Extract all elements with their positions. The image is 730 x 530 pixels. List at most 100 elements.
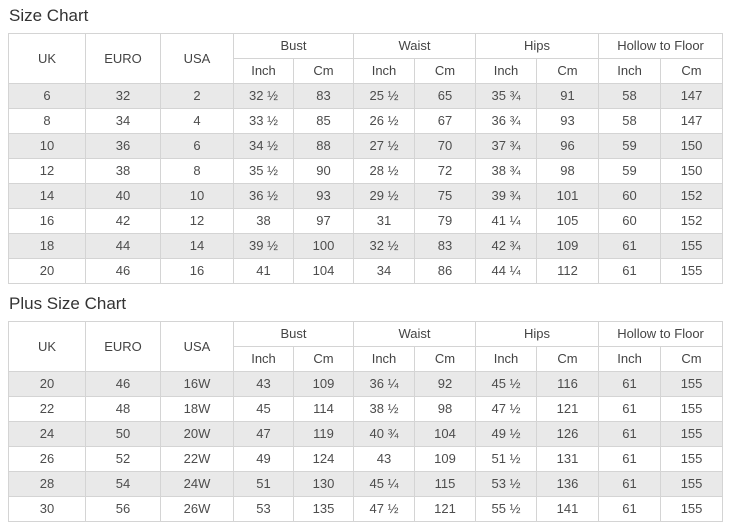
unit-column-header: Inch bbox=[475, 58, 538, 84]
table-cell: 58 bbox=[598, 108, 662, 134]
table-cell: 155 bbox=[660, 496, 724, 522]
table-cell: 18 bbox=[8, 233, 86, 259]
table-cell: 131 bbox=[536, 446, 600, 472]
table-cell: 72 bbox=[414, 158, 477, 184]
table-cell: 52 bbox=[85, 446, 161, 472]
table-cell: 126 bbox=[536, 421, 600, 447]
table-cell: 92 bbox=[414, 371, 477, 397]
table-cell: 10 bbox=[160, 183, 234, 209]
measure-group-header: Hollow to Floor bbox=[598, 321, 724, 347]
measure-group-header: Waist bbox=[353, 33, 477, 59]
table-cell: 18W bbox=[160, 396, 234, 422]
table-cell: 39 ¾ bbox=[475, 183, 538, 209]
size-column-header: EURO bbox=[85, 33, 161, 84]
header-group-row: UK EURO USA Bust Waist Hips Hollow to Floor bbox=[8, 33, 724, 84]
table-cell: 67 bbox=[414, 108, 477, 134]
table-cell: 119 bbox=[292, 421, 355, 447]
unit-column-header: Inch bbox=[353, 58, 416, 84]
table-cell: 36 bbox=[85, 133, 161, 159]
table-cell: 20 bbox=[8, 371, 86, 397]
table-cell: 53 bbox=[233, 496, 294, 522]
table-cell: 2 bbox=[160, 83, 234, 109]
unit-column-header: Cm bbox=[414, 58, 477, 84]
table-cell: 35 ¾ bbox=[475, 83, 538, 109]
size-column-header: UK bbox=[8, 33, 86, 84]
table-cell: 25 ½ bbox=[353, 83, 416, 109]
table-cell: 75 bbox=[414, 183, 477, 209]
table-cell: 34 ½ bbox=[233, 133, 294, 159]
table-cell: 49 ½ bbox=[475, 421, 538, 447]
unit-column-header: Cm bbox=[660, 58, 724, 84]
table-cell: 65 bbox=[414, 83, 477, 109]
table-cell: 152 bbox=[660, 208, 724, 234]
table-row: 20 46 16W 43 109 36 ¼ 92 45 ½ 116 61 155 bbox=[8, 371, 724, 397]
table-cell: 96 bbox=[536, 133, 600, 159]
table-cell: 100 bbox=[292, 233, 355, 259]
table-cell: 60 bbox=[598, 208, 662, 234]
table-cell: 12 bbox=[8, 158, 86, 184]
table-cell: 150 bbox=[660, 158, 724, 184]
table-cell: 46 bbox=[85, 371, 161, 397]
table-cell: 98 bbox=[414, 396, 477, 422]
table-cell: 130 bbox=[292, 471, 355, 497]
table-cell: 43 bbox=[233, 371, 294, 397]
table-cell: 114 bbox=[292, 396, 355, 422]
size-column-header: UK bbox=[8, 321, 86, 372]
table-cell: 155 bbox=[660, 446, 724, 472]
table-cell: 29 ½ bbox=[353, 183, 416, 209]
table-cell: 20 bbox=[8, 258, 86, 284]
unit-column-header: Inch bbox=[598, 346, 662, 372]
table-cell: 16 bbox=[160, 258, 234, 284]
plus-size-chart-table-body: 20 46 16W 43 109 36 ¼ 92 45 ½ 116 61 155 22 48 18W 45 1… bbox=[8, 371, 724, 522]
plus-size-chart-table-header: UK EURO USA Bust Waist Hips Hollow to Floor Inc… bbox=[8, 321, 724, 372]
table-cell: 24 bbox=[8, 421, 86, 447]
table-row: 14 40 10 36 ½ 93 29 ½ 75 39 ¾ 101 60 152 bbox=[8, 183, 724, 209]
table-cell: 60 bbox=[598, 183, 662, 209]
unit-column-header: Inch bbox=[475, 346, 538, 372]
table-cell: 59 bbox=[598, 133, 662, 159]
table-cell: 26 bbox=[8, 446, 86, 472]
measure-group-header: Bust bbox=[232, 33, 355, 59]
table-cell: 90 bbox=[292, 158, 355, 184]
measure-group-header: Hollow to Floor bbox=[598, 33, 724, 59]
table-cell: 56 bbox=[85, 496, 161, 522]
table-cell: 61 bbox=[598, 371, 662, 397]
table-cell: 42 bbox=[85, 208, 161, 234]
table-cell: 135 bbox=[292, 496, 355, 522]
table-cell: 6 bbox=[8, 83, 86, 109]
table-cell: 34 bbox=[353, 258, 416, 284]
table-cell: 88 bbox=[292, 133, 355, 159]
table-cell: 155 bbox=[660, 258, 724, 284]
table-row: 30 56 26W 53 135 47 ½ 121 55 ½ 141 61 155 bbox=[8, 496, 724, 522]
table-cell: 16 bbox=[8, 208, 86, 234]
table-cell: 48 bbox=[85, 396, 161, 422]
table-cell: 14 bbox=[160, 233, 234, 259]
table-cell: 38 ½ bbox=[353, 396, 416, 422]
table-cell: 38 bbox=[85, 158, 161, 184]
table-cell: 28 ½ bbox=[353, 158, 416, 184]
table-cell: 20W bbox=[160, 421, 234, 447]
table-cell: 155 bbox=[660, 371, 724, 397]
table-cell: 97 bbox=[292, 208, 355, 234]
header-unit-row: Inch Cm Inch Cm Inch Cm Inch Cm bbox=[9, 58, 724, 84]
table-cell: 22 bbox=[8, 396, 86, 422]
table-cell: 32 ½ bbox=[233, 83, 294, 109]
unit-column-header: Inch bbox=[233, 346, 294, 372]
table-row: 28 54 24W 51 130 45 ¼ 115 53 ½ 136 61 155 bbox=[8, 471, 724, 497]
table-cell: 121 bbox=[536, 396, 600, 422]
table-cell: 28 bbox=[8, 471, 86, 497]
table-cell: 38 ¾ bbox=[475, 158, 538, 184]
unit-column-header: Cm bbox=[292, 58, 355, 84]
plus-size-chart-title: Plus Size Chart bbox=[9, 294, 127, 313]
table-row: 24 50 20W 47 119 40 ¾ 104 49 ½ 126 61 155 bbox=[8, 421, 724, 447]
table-cell: 37 ¾ bbox=[475, 133, 538, 159]
table-cell: 136 bbox=[536, 471, 600, 497]
table-cell: 10 bbox=[8, 133, 86, 159]
table-cell: 51 bbox=[233, 471, 294, 497]
table-cell: 30 bbox=[8, 496, 86, 522]
table-cell: 115 bbox=[414, 471, 477, 497]
table-cell: 141 bbox=[536, 496, 600, 522]
measure-group-header: Hips bbox=[475, 33, 600, 59]
unit-column-header: Cm bbox=[536, 58, 600, 84]
